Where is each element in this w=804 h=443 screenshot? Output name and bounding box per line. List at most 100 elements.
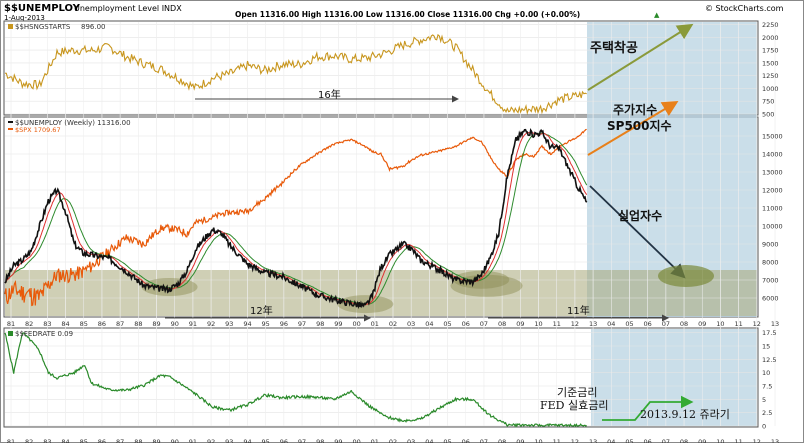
y-tick-label: 14000: [762, 151, 783, 159]
y-tick-label: 7000: [762, 277, 779, 285]
x-tick-label: 02: [389, 320, 397, 328]
x-tick-label: 86: [98, 438, 106, 443]
housing-starts-line: [4, 33, 587, 116]
x-tick-label: 10: [716, 438, 724, 443]
x-tick-label: 09: [516, 320, 524, 328]
x-tick-label: 04: [425, 438, 433, 443]
x-tick-label: 13: [589, 438, 597, 443]
x-tick-label: 05: [625, 320, 633, 328]
x-tick-label: 13: [589, 320, 597, 328]
annotation-span11: 11年: [567, 304, 590, 317]
annotation-fed3: 2013.9.12 쥬라기: [640, 408, 730, 421]
legend-spx-text: $SPX 1709.67: [15, 126, 61, 134]
x-tick-label: 87: [116, 438, 124, 443]
y-tick-label: 750: [762, 98, 774, 106]
x-tick-label: 94: [243, 320, 251, 328]
x-tick-label: 97: [298, 320, 306, 328]
x-tick-label: 90: [171, 320, 179, 328]
y-tick-label: 9000: [762, 241, 779, 249]
x-tick-label: 97: [298, 438, 306, 443]
x-tick-label: 03: [407, 320, 415, 328]
x-tick-label: 13: [771, 438, 779, 443]
x-tick-label: 00: [352, 438, 360, 443]
x-tick-label: 12: [753, 320, 761, 328]
y-tick-label: 10000: [762, 223, 783, 231]
fed-forecast-arrow: [602, 395, 694, 421]
x-tick-label: 99: [334, 320, 342, 328]
y-tick-label: 1500: [762, 59, 779, 67]
x-tick-label: 03: [407, 438, 415, 443]
up-triangle-icon: ▲: [654, 11, 660, 19]
x-tick-label: 07: [480, 320, 488, 328]
annotation-span12: 12年: [250, 304, 273, 317]
x-tick-label: 09: [516, 438, 524, 443]
x-tick-label: 08: [680, 320, 688, 328]
x-tick-label: 82: [25, 438, 33, 443]
x-tick-label: 10: [534, 438, 542, 443]
unemploy-ma-green: [4, 132, 588, 305]
projection-trough-ellipse: [658, 265, 714, 287]
trough-ellipse: [450, 274, 523, 297]
grid: [5, 22, 776, 427]
x-tick-label: 06: [462, 438, 470, 443]
y-tick-label: 1250: [762, 72, 779, 80]
x-tick-label: 08: [498, 438, 506, 443]
annotation-fed2: FED 실효금리: [540, 399, 608, 412]
x-tick-label: 89: [152, 320, 160, 328]
x-tick-label: 84: [61, 438, 69, 443]
legend-housing-text: $$HSNGSTARTS: [15, 23, 71, 31]
y-tick-label: 1000: [762, 85, 779, 93]
x-tick-label: 10: [534, 320, 542, 328]
annotation-spx1: 주가지수: [613, 102, 657, 117]
spx-forecast-arrow: [587, 100, 679, 156]
y-tick-label: 8000: [762, 259, 779, 267]
x-tick-label: 00: [352, 320, 360, 328]
x-tick-label: 98: [316, 320, 324, 328]
x-tick-label: 08: [680, 438, 688, 443]
x-tick-label: 98: [316, 438, 324, 443]
y-tick-label: 7.5: [762, 383, 772, 391]
annotation-span16: 16年: [318, 88, 341, 101]
x-tick-label: 87: [116, 320, 124, 328]
x-tick-label: 91: [189, 438, 197, 443]
x-tick-label: 96: [280, 438, 288, 443]
x-tick-label: 10: [716, 320, 724, 328]
x-tick-label: 94: [243, 438, 251, 443]
x-tick-label: 11: [553, 320, 561, 328]
x-tick-label: 06: [644, 438, 652, 443]
x-tick-label: 06: [462, 320, 470, 328]
fed-rate-line: [4, 332, 587, 428]
x-tick-label: 96: [280, 320, 288, 328]
header-name: Unemployment Level INDX: [74, 4, 182, 13]
y-tick-label: 2000: [762, 34, 779, 42]
x-tick-label: 86: [98, 320, 106, 328]
x-tick-label: 06: [644, 320, 652, 328]
header-brand: © StockCharts.com: [705, 4, 784, 13]
x-tick-label: 81: [7, 438, 15, 443]
x-tick-label: 07: [480, 438, 488, 443]
spx-line: [4, 128, 587, 307]
x-tick-label: 93: [225, 438, 233, 443]
x-tick-label: 90: [171, 438, 179, 443]
x-tick-label: 01: [371, 438, 379, 443]
x-tick-label: 09: [698, 320, 706, 328]
x-tick-label: 83: [43, 438, 51, 443]
x-tick-label: 12: [753, 438, 761, 443]
x-tick-label: 04: [425, 320, 433, 328]
y-tick-label: 15: [762, 343, 770, 351]
legend-unemploy-text: $$UNEMPLOY (Weekly) 11316.00: [15, 119, 131, 127]
header-symbol: $$UNEMPLOY: [4, 3, 81, 14]
x-tick-label: 83: [43, 320, 51, 328]
x-tick-label: 85: [80, 320, 88, 328]
y-tick-label: 500: [762, 111, 774, 119]
legend-fed: $$FEDRATE 0.09: [8, 330, 73, 338]
annotation-fed1: 기준금리: [557, 386, 597, 399]
legend-housing: $$HSNGSTARTS 896.00: [8, 23, 106, 31]
y-tick-label: 6000: [762, 295, 779, 303]
x-tick-label: 08: [498, 320, 506, 328]
x-tick-label: 84: [61, 320, 69, 328]
x-tick-label: 01: [371, 320, 379, 328]
x-tick-label: 05: [443, 320, 451, 328]
